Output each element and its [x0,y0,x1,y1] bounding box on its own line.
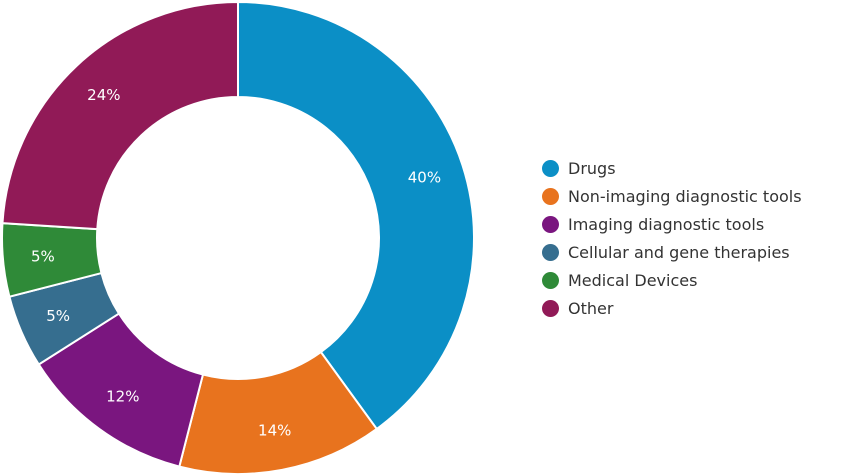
legend-swatch [542,243,559,261]
legend-swatch [542,159,559,177]
legend-item-non-imaging-diagnostic-tools[interactable]: Non-imaging diagnostic tools [542,182,802,210]
slice-label-medical-devices: 5% [31,247,55,265]
legend-label: Other [568,298,614,318]
legend-item-other[interactable]: Other [542,294,802,322]
slice-drugs [237,0,475,431]
legend-item-drugs[interactable]: Drugs [542,154,802,182]
slice-label-non-imaging-diagnostic-tools: 14% [258,422,291,440]
legend-label: Imaging diagnostic tools [568,214,765,234]
slice-label-imaging-diagnostic-tools: 12% [106,388,139,406]
legend: Drugs Non-imaging diagnostic tools Imaging… [542,154,802,322]
slice-label-other: 24% [87,86,120,104]
legend-label: Cellular and gene therapies [568,242,790,262]
slice-label-drugs: 40% [408,168,441,186]
legend-item-cellular-and-gene-therapies[interactable]: Cellular and gene therapies [542,238,802,266]
legend-swatch [542,271,559,289]
slice-labels-group: 40% 14% 12% 5% 5% 24% [31,86,441,439]
legend-item-imaging-diagnostic-tools[interactable]: Imaging diagnostic tools [542,210,802,238]
slice-other [1,0,239,231]
legend-label: Drugs [568,158,616,178]
legend-label: Medical Devices [568,270,698,290]
legend-item-medical-devices[interactable]: Medical Devices [542,266,802,294]
legend-label: Non-imaging diagnostic tools [568,186,802,206]
legend-swatch [542,299,559,317]
slice-label-cellular-and-gene-therapies: 5% [46,307,70,325]
slices-group [1,0,475,475]
legend-swatch [542,215,559,233]
legend-swatch [542,187,559,205]
